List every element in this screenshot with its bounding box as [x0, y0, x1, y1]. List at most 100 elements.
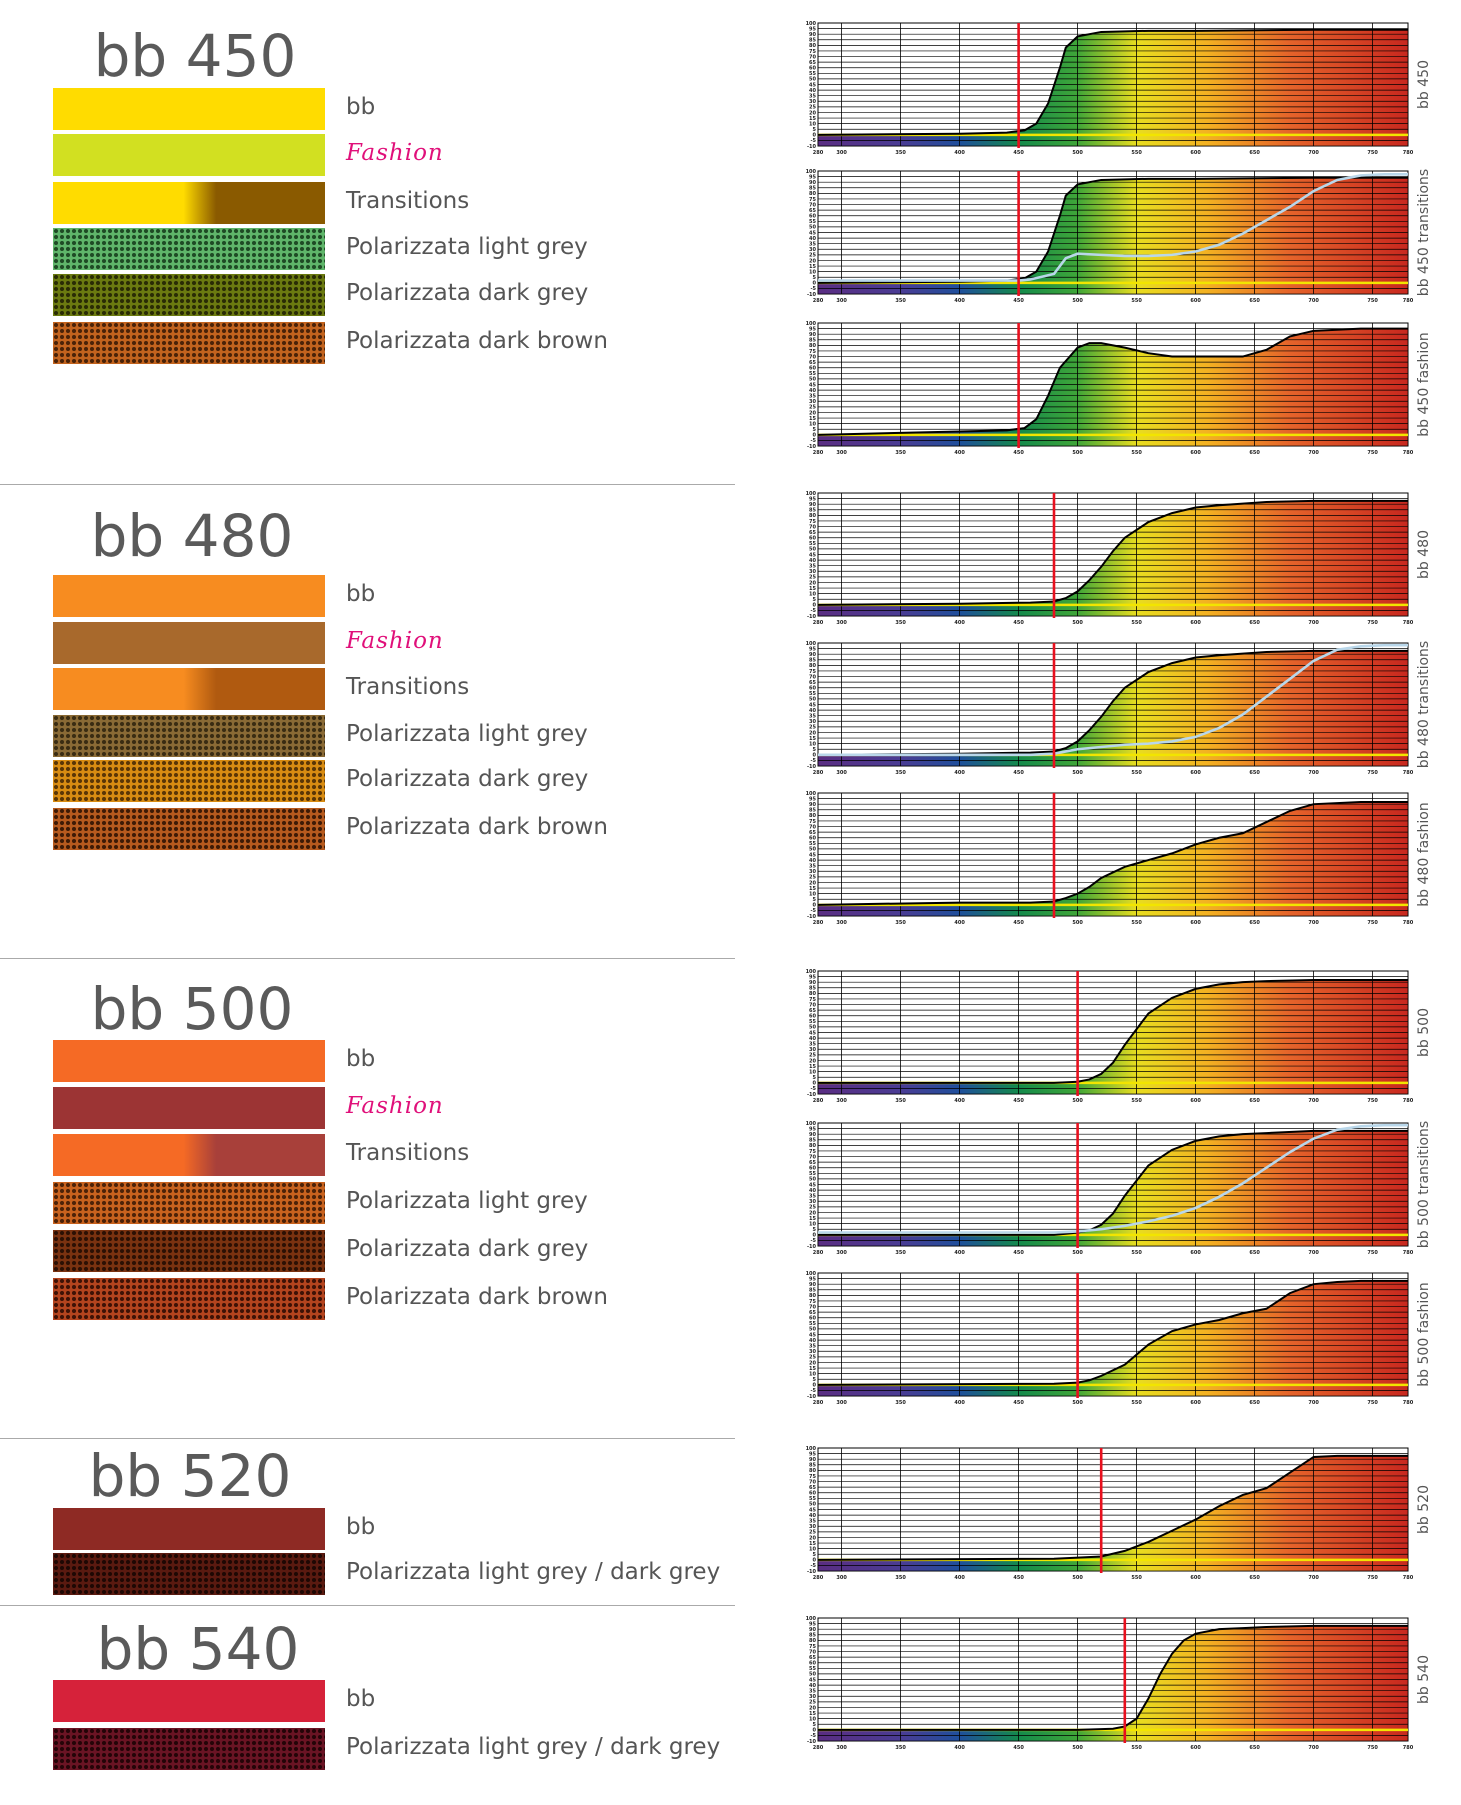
swatch-label: Transitions	[346, 188, 470, 214]
transmission-curve	[817, 1454, 1408, 1561]
y-tick-label: 60	[809, 836, 816, 842]
x-tick-label: 300	[836, 450, 847, 456]
transmission-chart: 1009590858075706560555045403530252015105…	[806, 1121, 1432, 1256]
y-tick-label: 25	[809, 1205, 816, 1211]
y-tick-label: 50	[809, 225, 816, 231]
y-tick-label: -10	[807, 444, 817, 450]
y-tick-label: 0	[813, 281, 817, 287]
y-tick-label: 30	[809, 1199, 816, 1205]
y-tick-label: 10	[809, 1221, 816, 1227]
x-tick-label: 450	[1013, 620, 1024, 626]
y-tick-label: 55	[809, 841, 816, 847]
x-tick-label: 750	[1367, 1400, 1378, 1406]
transmission-chart: 1009590858075706560555045403530252015105…	[806, 491, 1432, 626]
x-tick-label: 500	[1072, 1745, 1083, 1751]
fashion-label: Fashion	[346, 628, 444, 654]
x-tick-label: 350	[895, 1250, 906, 1256]
y-tick-label: 90	[809, 1132, 816, 1138]
y-tick-label: 30	[809, 399, 816, 405]
y-tick-label: 75	[809, 49, 816, 55]
y-tick-label: 20	[809, 1705, 816, 1711]
section-divider	[0, 484, 735, 485]
transmission-chart: 1009590858075706560555045403530252015105…	[806, 1446, 1432, 1581]
transmission-chart: 1009590858075706560555045403530252015105…	[806, 1616, 1432, 1751]
x-tick-label: 350	[895, 770, 906, 776]
y-tick-label: 30	[809, 1047, 816, 1053]
x-tick-label: 500	[1072, 620, 1083, 626]
y-tick-label: 55	[809, 1019, 816, 1025]
lens-color-swatch	[53, 1134, 325, 1176]
y-tick-label: 85	[809, 808, 816, 814]
y-tick-label: 20	[809, 1058, 816, 1064]
y-tick-label: 10	[809, 891, 816, 897]
y-tick-label: 25	[809, 875, 816, 881]
y-tick-label: 30	[809, 719, 816, 725]
y-tick-label: 85	[809, 658, 816, 664]
lens-color-swatch	[53, 575, 325, 617]
y-tick-label: -10	[807, 914, 817, 920]
y-tick-label: -10	[807, 1394, 817, 1400]
section-divider	[0, 1605, 735, 1606]
transitions-clear-curve	[818, 173, 1408, 282]
transmission-curve	[817, 327, 1408, 436]
y-tick-label: 45	[809, 1030, 816, 1036]
x-tick-label: 450	[1013, 1400, 1024, 1406]
x-tick-label: 280	[813, 1250, 824, 1256]
y-tick-label: 90	[809, 802, 816, 808]
y-tick-label: -5	[810, 1238, 816, 1244]
swatch-label: Polarizzata light grey	[346, 721, 588, 747]
y-tick-label: 70	[809, 54, 816, 60]
y-tick-label: 75	[809, 349, 816, 355]
x-tick-label: 780	[1403, 1400, 1414, 1406]
swatch-label: Polarizzata dark grey	[346, 766, 589, 792]
y-tick-label: 65	[809, 1310, 816, 1316]
x-tick-label: 780	[1403, 1098, 1414, 1104]
y-tick-label: 35	[809, 241, 816, 247]
y-tick-label: 55	[809, 1321, 816, 1327]
y-tick-label: 100	[806, 1121, 817, 1127]
y-tick-label: -10	[807, 1739, 817, 1745]
y-tick-label: 70	[809, 1002, 816, 1008]
swatch-label: bb	[346, 581, 376, 607]
x-tick-label: 780	[1403, 1575, 1414, 1581]
y-tick-label: 45	[809, 702, 816, 708]
y-tick-label: -10	[807, 1092, 817, 1098]
y-tick-label: 65	[809, 208, 816, 214]
x-tick-label: 600	[1190, 920, 1201, 926]
y-tick-label: 80	[809, 663, 816, 669]
x-tick-label: 780	[1403, 450, 1414, 456]
y-tick-label: 15	[809, 1366, 816, 1372]
y-tick-label: 35	[809, 1343, 816, 1349]
y-tick-label: 15	[809, 416, 816, 422]
y-tick-label: 70	[809, 354, 816, 360]
y-tick-label: 60	[809, 1661, 816, 1667]
y-tick-label: 80	[809, 1293, 816, 1299]
chart-side-label: bb 450	[1416, 60, 1432, 109]
y-tick-label: 55	[809, 71, 816, 77]
spectrum-fill-area	[818, 177, 1408, 294]
x-tick-label: 550	[1131, 298, 1142, 304]
y-tick-label: 100	[806, 491, 817, 497]
x-tick-label: 500	[1072, 1098, 1083, 1104]
x-tick-label: 750	[1367, 620, 1378, 626]
y-tick-label: 100	[806, 321, 817, 327]
x-tick-label: 600	[1190, 1575, 1201, 1581]
x-tick-label: 550	[1131, 450, 1142, 456]
y-tick-label: 65	[809, 360, 816, 366]
chart-side-label: bb 450 fashion	[1416, 332, 1432, 436]
y-tick-label: 50	[809, 1327, 816, 1333]
y-tick-label: 95	[809, 1276, 816, 1282]
y-tick-label: 45	[809, 82, 816, 88]
x-tick-label: 650	[1249, 298, 1260, 304]
x-tick-label: 750	[1367, 1098, 1378, 1104]
swatch-label: Transitions	[346, 1140, 470, 1166]
x-tick-label: 700	[1308, 1575, 1319, 1581]
y-tick-label: 70	[809, 1649, 816, 1655]
y-tick-label: 55	[809, 691, 816, 697]
x-tick-label: 550	[1131, 150, 1142, 156]
x-tick-label: 750	[1367, 1745, 1378, 1751]
y-tick-label: 85	[809, 1633, 816, 1639]
x-tick-label: 500	[1072, 298, 1083, 304]
transmission-curve	[818, 978, 1408, 1084]
x-tick-label: 450	[1013, 450, 1024, 456]
